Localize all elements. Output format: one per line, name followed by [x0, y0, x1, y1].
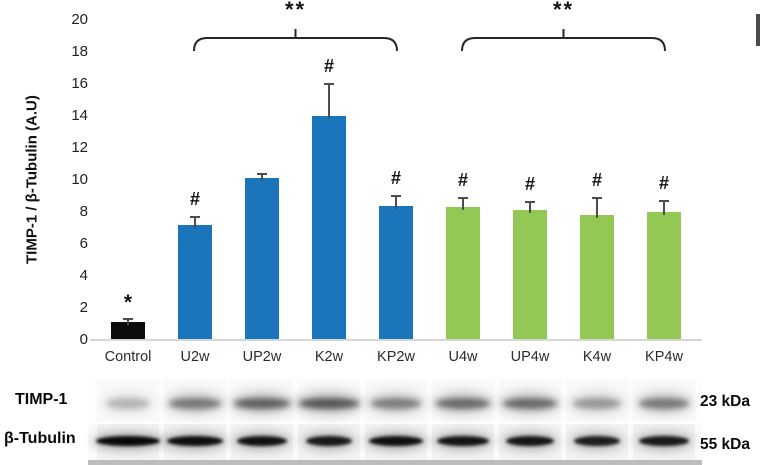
blot-band-core — [234, 397, 290, 409]
x-axis-label-u4w: U4w — [448, 349, 478, 365]
significance-symbol-u4w: # — [457, 169, 468, 190]
error-bar-stem-k2w — [328, 84, 330, 119]
significance-symbol-kp4w: # — [658, 172, 669, 193]
bar-up2w — [245, 178, 279, 340]
error-bar-stem-u2w — [194, 216, 196, 228]
blot-row-label-beta-tubulin: β-Tubulin — [4, 430, 76, 447]
bar-kp2w — [379, 205, 413, 340]
bar-kp4w — [647, 212, 681, 340]
blot-band-core — [574, 436, 620, 446]
blot-band-core — [639, 397, 689, 409]
error-bar-stem-control — [127, 319, 129, 326]
significance-symbol-k4w: # — [591, 169, 602, 190]
blot-band-core — [299, 397, 359, 409]
bar-u2w — [178, 224, 212, 340]
blot-band-core — [506, 436, 554, 446]
significance-symbol-control: * — [123, 291, 133, 315]
x-axis-label-kp4w: KP4w — [645, 349, 683, 365]
x-axis-label-control: Control — [104, 349, 152, 365]
x-axis-baseline — [90, 339, 702, 341]
error-bar-stem-kp2w — [395, 196, 397, 209]
blot-strip-beta-tubulin — [88, 424, 702, 460]
significance-bracket-layer: ** ** — [0, 0, 761, 60]
significance-bracket-2 — [461, 27, 666, 53]
blot-bottom-edge — [88, 460, 702, 465]
y-tick-18: 18 — [71, 43, 88, 60]
x-axis-label-up2w: UP2w — [242, 349, 282, 365]
error-bar-cap-up4w — [525, 201, 535, 204]
blot-row-label-timp1: TIMP-1 — [15, 391, 68, 408]
significance-symbol-k2w: # — [323, 56, 334, 76]
bracket-significance-label-1: ** — [284, 0, 307, 22]
molecular-weight-label-23kda: 23 kDa — [700, 393, 750, 410]
significance-bracket-1 — [193, 27, 398, 53]
significance-symbol-kp2w: # — [390, 168, 401, 188]
error-bar-cap-k2w — [324, 83, 334, 85]
blot-band-core — [436, 397, 490, 409]
y-tick-10: 10 — [71, 171, 88, 188]
y-tick-2: 2 — [79, 299, 88, 316]
blot-band-core — [573, 397, 621, 409]
blot-band-core — [437, 436, 489, 446]
y-tick-20: 20 — [71, 11, 88, 28]
blot-band-core — [306, 436, 352, 446]
bracket-shape — [461, 29, 666, 52]
blot-band-core — [237, 436, 287, 446]
bar-k2w — [312, 116, 346, 340]
y-tick-12: 12 — [71, 139, 88, 156]
error-bar-cap-k4w — [592, 196, 602, 199]
blot-band-halo — [102, 391, 154, 415]
blot-strip-timp1 — [88, 379, 702, 422]
blot-band-core — [106, 397, 150, 409]
error-bar-cap-u2w — [190, 215, 200, 218]
significance-symbol-u2w: # — [189, 188, 200, 209]
blot-band-core — [96, 436, 160, 446]
y-tick-14: 14 — [71, 107, 88, 124]
molecular-weight-label-55kda: 55 kDa — [700, 436, 750, 453]
y-tick-0: 0 — [79, 331, 88, 348]
error-bar-cap-kp4w — [659, 199, 669, 202]
error-bar-cap-control — [123, 318, 133, 321]
x-axis-label-k4w: K4w — [582, 349, 612, 365]
x-axis-label-kp2w: KP2w — [377, 349, 415, 365]
blot-band-core — [503, 397, 557, 409]
blot-band-core — [371, 397, 421, 409]
legend-fragment-cropped — [756, 14, 760, 46]
y-tick-16: 16 — [71, 75, 88, 92]
error-bar-stem-k4w — [596, 197, 598, 219]
y-tick-8: 8 — [79, 203, 88, 220]
x-axis-label-up4w: UP4w — [510, 349, 550, 365]
bar-control — [111, 322, 145, 340]
blot-band-halo — [569, 391, 625, 415]
blot-band-halo — [635, 391, 693, 415]
significance-symbol-up4w: # — [524, 174, 535, 195]
bracket-significance-label-2: ** — [552, 0, 575, 22]
error-bar-cap-kp2w — [391, 195, 401, 197]
blot-band-core — [369, 436, 423, 446]
bar-up4w — [513, 210, 547, 340]
x-axis-label-k2w: K2w — [314, 349, 344, 365]
error-bar-cap-up2w — [257, 172, 267, 175]
bracket-shape — [193, 29, 398, 52]
error-bar-stem-u4w — [462, 197, 464, 211]
y-tick-4: 4 — [79, 267, 88, 284]
y-axis-tick-labels: 0 2 4 6 8 10 12 14 16 18 20 — [48, 0, 88, 360]
blot-band-halo — [367, 391, 425, 415]
bar-k4w — [580, 215, 614, 340]
error-bar-stem-up2w — [261, 173, 263, 182]
bar-u4w — [446, 207, 480, 340]
blot-band-core — [639, 436, 689, 446]
error-bar-cap-u4w — [458, 196, 468, 199]
blot-band-core — [169, 397, 221, 409]
blot-band-halo — [165, 391, 225, 415]
error-bar-stem-up4w — [529, 202, 531, 214]
y-tick-6: 6 — [79, 235, 88, 252]
x-axis-label-u2w: U2w — [180, 349, 210, 365]
error-bar-stem-kp4w — [663, 200, 665, 215]
plot-area: * Control # U2w UP2w # K2w # KP2w # U4w # UP4w # K4w # K… — [104, 56, 683, 365]
blot-band-core — [167, 436, 223, 446]
